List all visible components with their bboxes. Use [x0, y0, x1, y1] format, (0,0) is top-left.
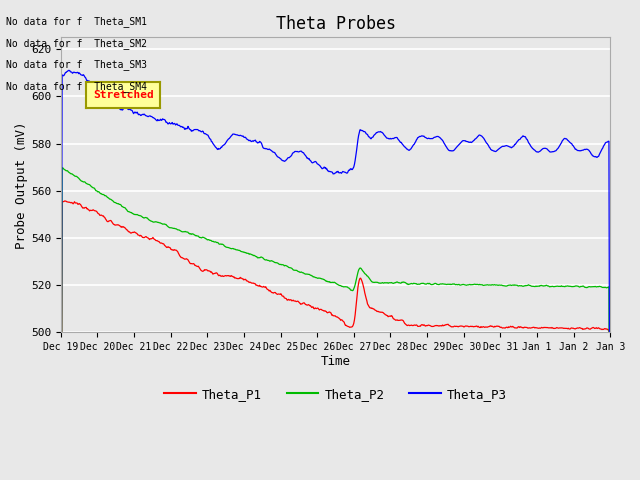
Line: Theta_P2: Theta_P2: [61, 168, 611, 480]
Theta_P1: [408, 322, 415, 328]
Theta_P1: [377, 310, 385, 315]
Theta_P2: [92, 187, 99, 192]
Theta_P3: [377, 129, 385, 134]
Theta_P2: [391, 280, 399, 286]
Theta_P1: [474, 324, 482, 329]
Theta_P3: [474, 133, 482, 139]
Theta_P2: [408, 281, 415, 287]
Theta_P1: [92, 208, 99, 214]
X-axis label: Time: Time: [321, 355, 351, 368]
Theta_P3: [531, 147, 538, 153]
Theta_P2: [474, 282, 482, 288]
Text: No data for f  Theta_SM3: No data for f Theta_SM3: [6, 59, 147, 70]
Theta_P3: [391, 135, 399, 141]
Line: Theta_P1: Theta_P1: [61, 201, 611, 480]
Theta_P2: [58, 165, 66, 171]
Text: Stretched: Stretched: [93, 90, 154, 100]
Theta_P1: [391, 317, 399, 323]
Theta_P3: [92, 84, 99, 90]
Theta_P1: [61, 198, 68, 204]
Line: Theta_P3: Theta_P3: [61, 71, 611, 480]
Text: No data for f  Theta_SM1: No data for f Theta_SM1: [6, 16, 147, 27]
Theta_P3: [65, 68, 72, 73]
Text: No data for f  Theta_SM4: No data for f Theta_SM4: [6, 81, 147, 92]
Theta_P3: [408, 145, 415, 151]
Y-axis label: Probe Output (mV): Probe Output (mV): [15, 121, 28, 249]
Theta_P2: [377, 280, 385, 286]
Theta_P1: [531, 325, 538, 331]
Title: Theta Probes: Theta Probes: [276, 15, 396, 33]
Theta_P2: [531, 284, 538, 289]
Text: No data for f  Theta_SM2: No data for f Theta_SM2: [6, 37, 147, 48]
Legend: Theta_P1, Theta_P2, Theta_P3: Theta_P1, Theta_P2, Theta_P3: [159, 383, 512, 406]
